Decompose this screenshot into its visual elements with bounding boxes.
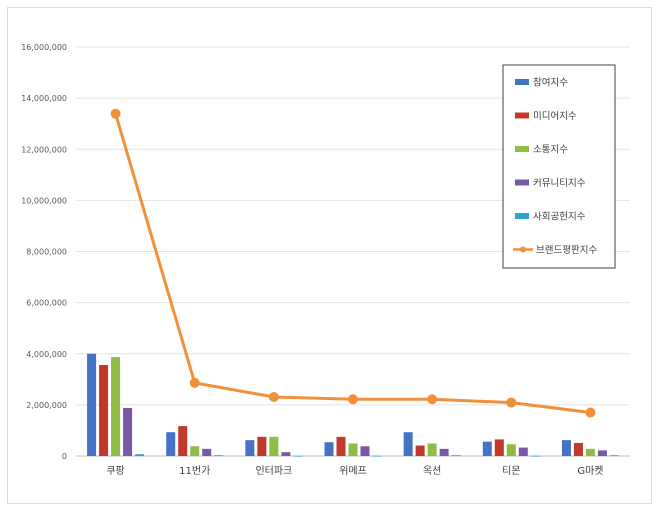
bar-4-5 (530, 455, 540, 457)
legend-label-4: 사회공헌지수 (533, 212, 586, 223)
x-tick-label: 위메프 (339, 464, 367, 477)
legend-label-3: 커뮤니티지수 (533, 178, 586, 189)
bar-3-4 (439, 448, 449, 456)
chart-frame (7, 7, 652, 504)
line-point-4 (427, 394, 438, 405)
bar-3-1 (202, 448, 212, 456)
legend-swatch-4 (515, 213, 529, 219)
y-tick-label: 2,000,000 (26, 401, 67, 410)
legend-label-5: 브랜드평판지수 (536, 245, 597, 256)
y-tick-label: 6,000,000 (26, 299, 67, 308)
bar-2-5 (506, 444, 516, 456)
x-tick-label: G마켓 (577, 465, 603, 477)
bar-1-3 (336, 436, 346, 456)
y-tick-label: 8,000,000 (26, 248, 67, 257)
bar-3-0 (123, 407, 133, 456)
bar-1-6 (573, 442, 583, 456)
legend-swatch-1 (515, 112, 529, 119)
bar-0-4 (403, 432, 413, 456)
line-point-0 (110, 108, 121, 119)
bar-0-3 (324, 442, 334, 456)
bar-1-5 (494, 439, 504, 456)
bar-1-4 (415, 445, 425, 456)
x-tick-label: 티몬 (502, 465, 520, 477)
y-tick-label: 0 (62, 452, 67, 461)
legend-marker-5 (520, 246, 526, 253)
bar-0-1 (166, 432, 176, 456)
bar-1-0 (99, 364, 109, 456)
line-point-6 (585, 407, 596, 418)
legend-label-1: 미디어지수 (533, 111, 577, 122)
x-tick-label: 인터파크 (255, 465, 292, 477)
y-tick-label: 12,000,000 (21, 145, 67, 154)
legend-swatch-2 (515, 146, 529, 152)
legend-swatch-3 (515, 179, 529, 186)
bar-3-5 (518, 447, 528, 456)
bar-2-1 (190, 446, 200, 456)
bar-4-3 (372, 455, 382, 457)
x-tick-label: 옥션 (423, 465, 441, 477)
y-tick-label: 16,000,000 (21, 43, 67, 52)
line-point-2 (268, 391, 279, 402)
bar-2-4 (427, 443, 437, 456)
bar-4-0 (135, 454, 145, 456)
bar-3-3 (360, 446, 370, 456)
bar-4-4 (451, 455, 461, 457)
bar-0-6 (561, 440, 571, 456)
bar-2-0 (111, 357, 121, 456)
bar-3-6 (597, 450, 607, 456)
bar-0-0 (87, 353, 97, 456)
bar-4-6 (609, 455, 619, 457)
bar-1-2 (257, 436, 267, 456)
line-point-5 (506, 397, 517, 408)
bar-3-2 (281, 452, 291, 456)
y-tick-label: 14,000,000 (21, 94, 67, 103)
line-point-1 (189, 377, 200, 388)
bar-4-1 (214, 455, 224, 457)
bar-0-5 (482, 441, 492, 456)
x-tick-label: 쿠팡 (106, 465, 124, 477)
bar-4-2 (293, 455, 303, 457)
bar-2-2 (269, 436, 279, 456)
x-tick-label: 11번가 (179, 465, 210, 477)
legend-label-0: 참여지수 (533, 77, 568, 89)
bar-1-1 (178, 426, 188, 456)
legend-swatch-0 (515, 79, 529, 85)
bar-0-2 (245, 440, 255, 456)
bar-2-6 (585, 448, 595, 456)
y-tick-label: 4,000,000 (26, 350, 67, 359)
y-tick-label: 10,000,000 (21, 196, 67, 205)
legend-box (502, 64, 616, 269)
legend-label-2: 소통지수 (533, 145, 568, 156)
bar-2-3 (348, 443, 358, 456)
line-point-3 (348, 394, 358, 405)
